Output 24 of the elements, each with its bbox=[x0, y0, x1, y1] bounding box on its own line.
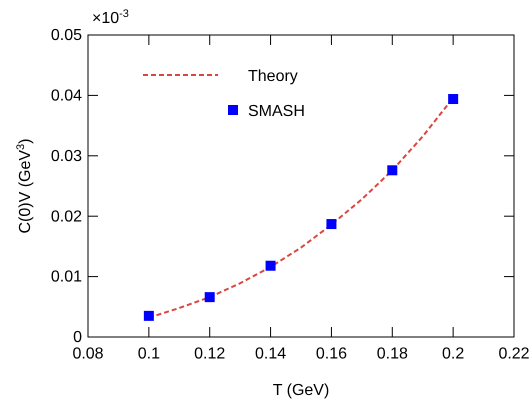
point bbox=[144, 310, 154, 321]
x-tick-label: 0.16 bbox=[316, 345, 348, 362]
x-tick-label: 0.14 bbox=[255, 345, 286, 362]
point bbox=[387, 165, 398, 176]
x-tick-label: 0.08 bbox=[72, 345, 104, 362]
x-tick-label: 0.2 bbox=[442, 345, 464, 362]
text: ×10$^{-3}$ bbox=[92, 8, 129, 27]
y-tick-label: 0 bbox=[73, 329, 82, 346]
x-axis-title: T (GeV) bbox=[272, 382, 330, 399]
point bbox=[204, 292, 215, 302]
y-tick-label: 0.05 bbox=[50, 27, 82, 44]
point bbox=[266, 260, 276, 271]
x-tick-label: 0.22 bbox=[498, 345, 530, 362]
legend-label: SMASH bbox=[248, 103, 305, 120]
x-tick-label: 0.18 bbox=[376, 345, 408, 362]
point bbox=[448, 94, 458, 104]
point bbox=[326, 219, 336, 230]
x-tick-label: 0.1 bbox=[138, 345, 160, 362]
y-tick-label: 0.03 bbox=[50, 148, 82, 165]
x-tick-label: 0.12 bbox=[194, 345, 226, 362]
y-tick-label: 0.02 bbox=[50, 208, 82, 226]
legend-label: Theory bbox=[248, 68, 298, 85]
y-tick-label: 0.04 bbox=[50, 88, 82, 105]
y-tick-label: 0.01 bbox=[50, 268, 82, 286]
